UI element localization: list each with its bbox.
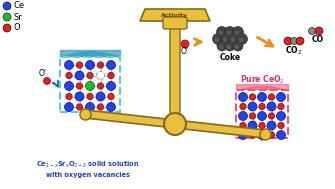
Circle shape [65,81,73,91]
Circle shape [75,71,84,80]
FancyBboxPatch shape [60,57,120,112]
Circle shape [107,81,116,91]
Circle shape [107,60,116,70]
Circle shape [284,37,292,45]
Circle shape [181,40,189,48]
Circle shape [75,92,84,101]
Circle shape [87,93,93,100]
Circle shape [235,45,239,49]
Circle shape [85,60,94,70]
Circle shape [66,93,72,100]
Circle shape [219,45,223,49]
Circle shape [85,81,94,91]
FancyBboxPatch shape [170,18,180,125]
Circle shape [108,72,114,79]
Circle shape [224,26,236,37]
Circle shape [240,103,246,110]
Circle shape [228,33,240,44]
Text: Coke: Coke [219,53,241,61]
Circle shape [267,121,276,130]
Circle shape [76,83,83,89]
Circle shape [259,122,265,129]
Polygon shape [140,9,210,21]
Circle shape [85,102,94,112]
Text: O': O' [39,70,47,78]
Circle shape [232,26,244,37]
Circle shape [96,92,105,101]
FancyBboxPatch shape [236,90,288,138]
Circle shape [268,132,275,138]
Circle shape [258,92,267,101]
Circle shape [76,104,83,110]
Circle shape [235,31,239,35]
Circle shape [315,27,323,35]
Circle shape [215,38,219,42]
Circle shape [248,121,257,130]
Circle shape [239,130,248,139]
Circle shape [231,38,235,42]
Text: Sr: Sr [14,12,23,22]
Circle shape [233,41,243,51]
Circle shape [290,37,297,44]
Circle shape [96,71,105,80]
Circle shape [216,26,227,37]
Circle shape [249,94,256,100]
Circle shape [248,102,257,111]
Circle shape [278,122,284,129]
Text: O: O [14,23,21,33]
Circle shape [239,38,243,42]
Text: Ce: Ce [14,2,25,11]
Polygon shape [84,110,265,138]
Circle shape [259,103,265,110]
Circle shape [3,24,11,32]
Circle shape [276,130,285,139]
Text: Ce$_{1-x}$Sr$_x$O$_{2-\delta}$ solid solution
with oxygen vacancies: Ce$_{1-x}$Sr$_x$O$_{2-\delta}$ solid sol… [36,160,140,178]
Circle shape [227,31,231,35]
Circle shape [276,112,285,121]
Circle shape [223,38,227,42]
Circle shape [258,130,267,139]
Circle shape [65,60,73,70]
Circle shape [44,77,51,84]
Circle shape [97,62,104,68]
Circle shape [212,33,223,44]
Text: Activity: Activity [161,13,189,19]
Circle shape [258,112,267,121]
Circle shape [225,41,235,51]
Circle shape [87,72,93,79]
Circle shape [76,62,83,68]
Circle shape [108,93,114,100]
Text: CO$_2$: CO$_2$ [285,45,303,57]
Circle shape [97,83,104,89]
Circle shape [276,92,285,101]
Circle shape [219,31,223,35]
Circle shape [249,132,256,138]
Circle shape [65,102,73,112]
Text: CO: CO [312,36,324,44]
Circle shape [237,33,248,44]
Circle shape [97,104,104,110]
Circle shape [239,112,248,121]
Circle shape [268,113,275,119]
Circle shape [66,72,72,79]
Circle shape [268,94,275,100]
Circle shape [107,102,116,112]
Circle shape [249,113,256,119]
Circle shape [217,41,227,51]
Circle shape [227,45,231,49]
Circle shape [309,28,316,35]
Circle shape [240,122,246,129]
Circle shape [164,113,186,135]
Circle shape [278,103,284,110]
Circle shape [3,2,11,10]
Text: O': O' [181,46,189,56]
Circle shape [220,33,231,44]
FancyBboxPatch shape [163,17,187,29]
Circle shape [3,13,11,21]
Circle shape [296,37,304,45]
Circle shape [267,102,276,111]
Circle shape [239,92,248,101]
Text: Pure CeO$_2$: Pure CeO$_2$ [240,74,284,86]
